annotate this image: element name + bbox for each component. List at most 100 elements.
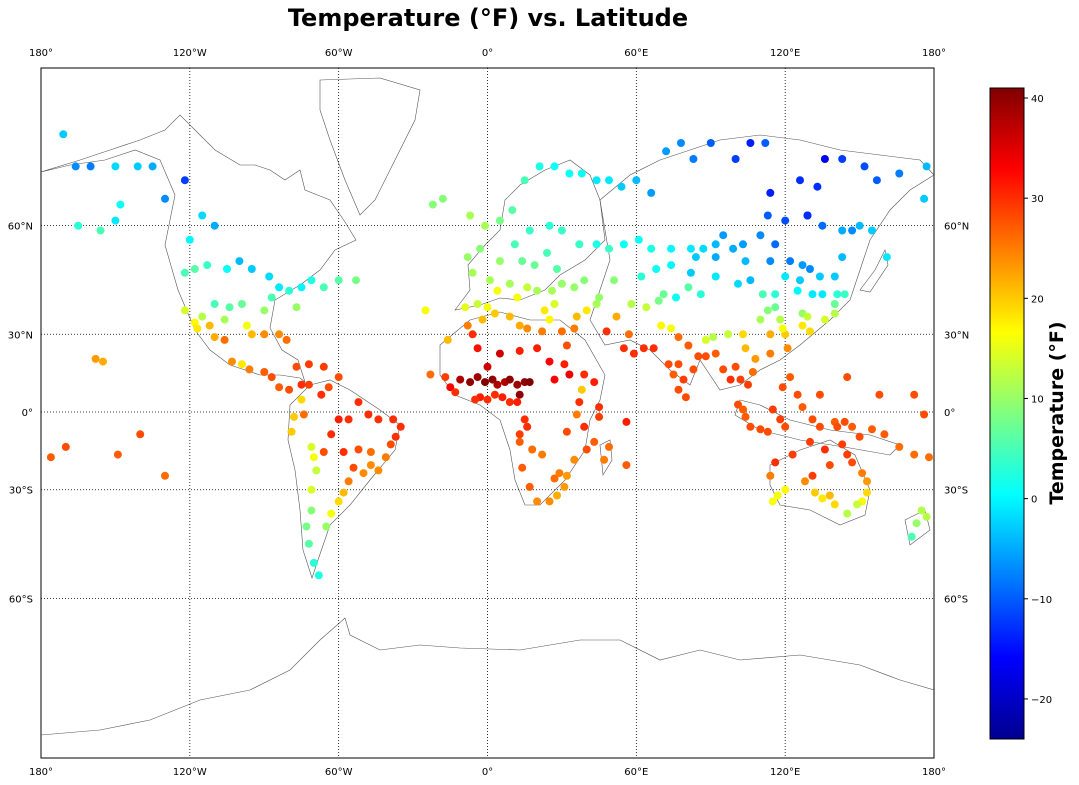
- station-point-343: [796, 176, 804, 185]
- station-point-190: [612, 312, 621, 321]
- station-point-3: [111, 162, 120, 171]
- lon-label-bottom-2: 60°W: [325, 767, 353, 778]
- station-point-157: [622, 417, 631, 426]
- station-point-71: [309, 453, 318, 462]
- station-point-167: [550, 375, 559, 384]
- colorbar-tick-label-2: 0: [1031, 495, 1037, 506]
- station-point-274: [922, 512, 931, 521]
- station-point-183: [557, 327, 566, 336]
- station-point-308: [734, 279, 742, 288]
- station-point-251: [808, 471, 817, 480]
- station-point-361: [520, 176, 529, 185]
- station-point-226: [778, 383, 787, 392]
- station-point-212: [731, 362, 740, 371]
- lon-label-top-4: 60°E: [624, 48, 648, 59]
- station-point-397: [719, 231, 728, 240]
- station-point-322: [691, 253, 700, 262]
- station-point-113: [441, 373, 450, 382]
- station-point-198: [674, 333, 683, 342]
- station-point-136: [523, 422, 532, 431]
- station-point-303: [815, 272, 824, 281]
- station-point-319: [652, 265, 661, 273]
- station-point-35: [260, 330, 269, 339]
- station-point-126: [525, 378, 534, 387]
- station-point-325: [741, 257, 750, 266]
- station-point-95: [354, 398, 363, 407]
- station-point-411: [461, 303, 470, 312]
- station-point-201: [701, 352, 710, 361]
- station-point-401: [763, 211, 772, 220]
- station-point-235: [848, 422, 857, 431]
- station-point-77: [309, 558, 318, 567]
- station-point-4: [133, 162, 142, 171]
- station-point-237: [868, 425, 876, 434]
- station-point-149: [562, 471, 571, 480]
- station-point-381: [530, 261, 539, 270]
- station-point-293: [820, 315, 829, 324]
- station-point-218: [739, 405, 747, 414]
- station-point-28: [352, 276, 360, 285]
- station-point-166: [565, 370, 574, 379]
- station-point-330: [838, 253, 847, 262]
- station-point-20: [247, 265, 256, 273]
- station-point-205: [669, 370, 678, 379]
- station-point-8: [111, 216, 120, 225]
- station-point-199: [684, 341, 693, 350]
- station-point-65: [161, 471, 169, 480]
- station-point-78: [314, 571, 323, 580]
- station-point-285: [741, 344, 750, 353]
- station-point-382: [518, 257, 527, 266]
- station-point-257: [858, 469, 867, 478]
- station-point-317: [610, 276, 618, 285]
- station-point-151: [582, 445, 591, 454]
- station-point-318: [637, 272, 646, 281]
- station-point-306: [758, 290, 767, 299]
- station-point-69: [287, 427, 296, 436]
- station-point-268: [781, 485, 790, 494]
- station-point-38: [292, 303, 301, 312]
- lat-label-left-3: 30°S: [9, 486, 33, 497]
- station-point-267: [801, 477, 809, 486]
- station-point-150: [570, 455, 579, 464]
- lat-label-left-2: 0°: [22, 408, 33, 419]
- station-point-181: [523, 324, 532, 333]
- station-point-22: [275, 283, 284, 292]
- station-point-89: [386, 440, 395, 449]
- station-point-215: [748, 368, 757, 376]
- station-point-98: [327, 430, 336, 439]
- station-point-176: [463, 321, 472, 330]
- lon-label-bottom-3: 0°: [482, 767, 493, 778]
- station-point-360: [535, 162, 544, 171]
- station-point-314: [654, 296, 663, 305]
- station-point-64: [136, 430, 145, 439]
- station-point-42: [225, 303, 234, 312]
- station-point-23: [285, 286, 294, 295]
- station-point-370: [493, 286, 502, 295]
- lon-label-top-6: 180°: [922, 48, 946, 59]
- station-point-270: [768, 497, 777, 506]
- station-point-280: [756, 315, 765, 324]
- station-point-43: [210, 300, 219, 308]
- station-point-187: [582, 306, 591, 315]
- station-point-5: [116, 200, 125, 209]
- station-point-106: [297, 380, 306, 389]
- station-point-354: [617, 182, 626, 191]
- station-point-388: [592, 240, 601, 249]
- station-point-255: [843, 450, 852, 459]
- station-point-392: [647, 244, 656, 253]
- coastline-africa: [439, 311, 606, 506]
- lat-label-left-1: 30°N: [8, 330, 33, 341]
- station-point-18: [223, 265, 231, 273]
- station-point-105: [304, 380, 313, 389]
- station-point-253: [820, 445, 829, 454]
- station-point-7: [96, 226, 105, 235]
- station-point-283: [776, 315, 785, 324]
- station-point-221: [756, 425, 765, 434]
- station-point-175: [468, 330, 477, 339]
- station-point-348: [706, 139, 715, 147]
- station-point-296: [833, 290, 842, 299]
- station-point-391: [634, 235, 643, 244]
- station-point-72: [312, 466, 321, 475]
- lon-label-top-5: 120°E: [770, 48, 800, 59]
